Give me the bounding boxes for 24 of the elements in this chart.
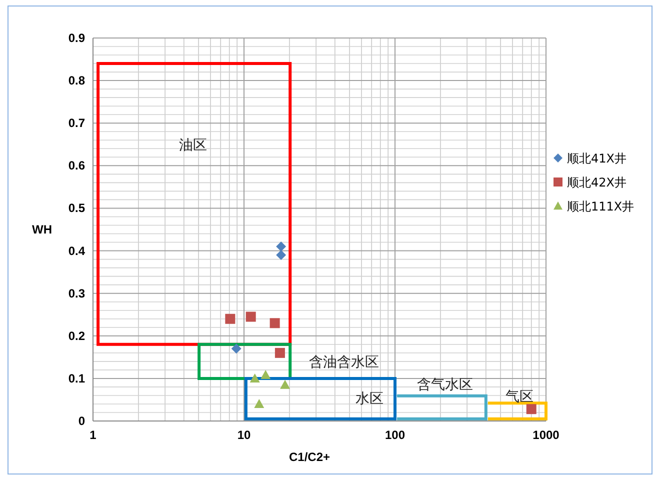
y-tick-label: 0.8 <box>68 74 86 88</box>
y-tick-label: 0.2 <box>68 328 86 343</box>
y-tick-label: 0.3 <box>68 286 86 300</box>
y-tick-label: 0.4 <box>68 244 86 258</box>
x-tick-label: 10 <box>237 428 251 442</box>
x-tick-label: 100 <box>384 428 406 442</box>
y-tick-label: 0.6 <box>68 158 86 173</box>
x-tick-label: 1 <box>90 428 97 442</box>
y-axis-title: WH <box>32 222 52 236</box>
x-tick-label: 1000 <box>532 428 560 442</box>
y-tick-label: 0.1 <box>68 371 86 386</box>
y-tick-label: 0.9 <box>68 31 86 45</box>
y-tick-label: 0 <box>78 414 86 428</box>
legend-label: 顺北41X井 <box>567 152 626 166</box>
annotation: 含气水区 <box>417 376 474 393</box>
annotation: 水区 <box>356 391 384 408</box>
legend-label: 顺北42X井 <box>567 176 626 190</box>
annotation: 气区 <box>506 388 534 405</box>
annotation: 含油含水区 <box>309 354 380 370</box>
x-axis-title: C1/C2+ <box>288 450 330 464</box>
y-tick-label: 0.5 <box>68 201 86 216</box>
y-tick-label: 0.7 <box>68 116 86 130</box>
legend-label: 顺北111X井 <box>567 200 634 214</box>
annotation: 油区 <box>179 137 208 154</box>
